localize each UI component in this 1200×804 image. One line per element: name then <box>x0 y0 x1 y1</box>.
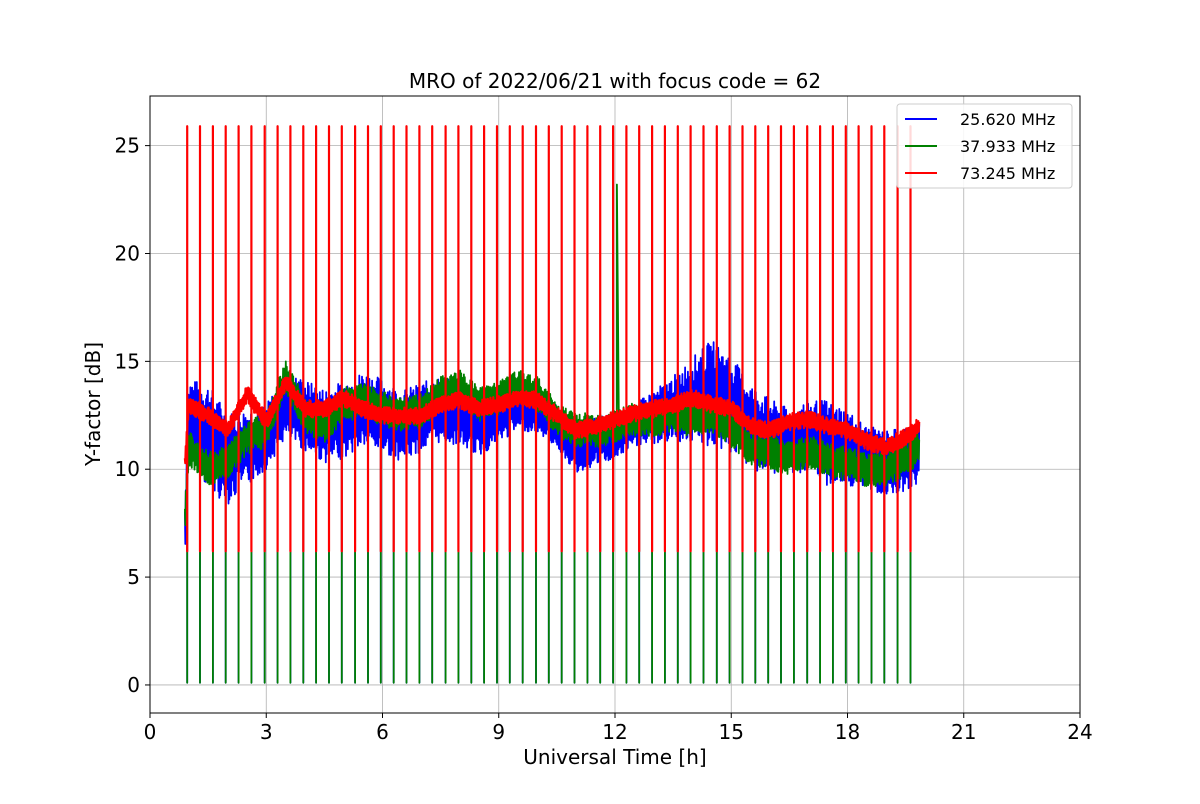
y-tick-label: 25 <box>115 134 140 158</box>
x-tick-label: 0 <box>144 720 157 744</box>
legend-entry: 37.933 MHz <box>960 137 1055 156</box>
x-tick-label: 21 <box>951 720 976 744</box>
x-tick-label: 24 <box>1067 720 1092 744</box>
x-tick-label: 9 <box>492 720 505 744</box>
x-tick-label: 18 <box>835 720 860 744</box>
series-line-3 <box>183 125 921 553</box>
y-tick-label: 10 <box>115 457 140 481</box>
y-axis-label: Y-factor [dB] <box>81 342 105 467</box>
x-axis-label: Universal Time [h] <box>523 745 706 769</box>
y-tick-label: 20 <box>115 241 140 265</box>
legend: 25.620 MHz 37.933 MHz 73.245 MHz <box>896 103 1073 189</box>
axis-ticks: 0 3 6 9 12 15 18 21 24 0 5 10 15 20 25 <box>115 134 1093 744</box>
y-tick-label: 15 <box>115 349 140 373</box>
x-tick-label: 12 <box>602 720 627 744</box>
series-group <box>183 125 921 684</box>
legend-entry: 25.620 MHz <box>960 110 1055 129</box>
x-tick-label: 6 <box>376 720 389 744</box>
legend-entry: 73.245 MHz <box>960 164 1055 183</box>
chart-title: MRO of 2022/06/21 with focus code = 62 <box>409 69 821 93</box>
x-tick-label: 3 <box>260 720 273 744</box>
y-tick-label: 5 <box>127 565 140 589</box>
legend-box <box>896 103 1073 189</box>
y-tick-label: 0 <box>127 673 140 697</box>
x-tick-label: 15 <box>719 720 744 744</box>
